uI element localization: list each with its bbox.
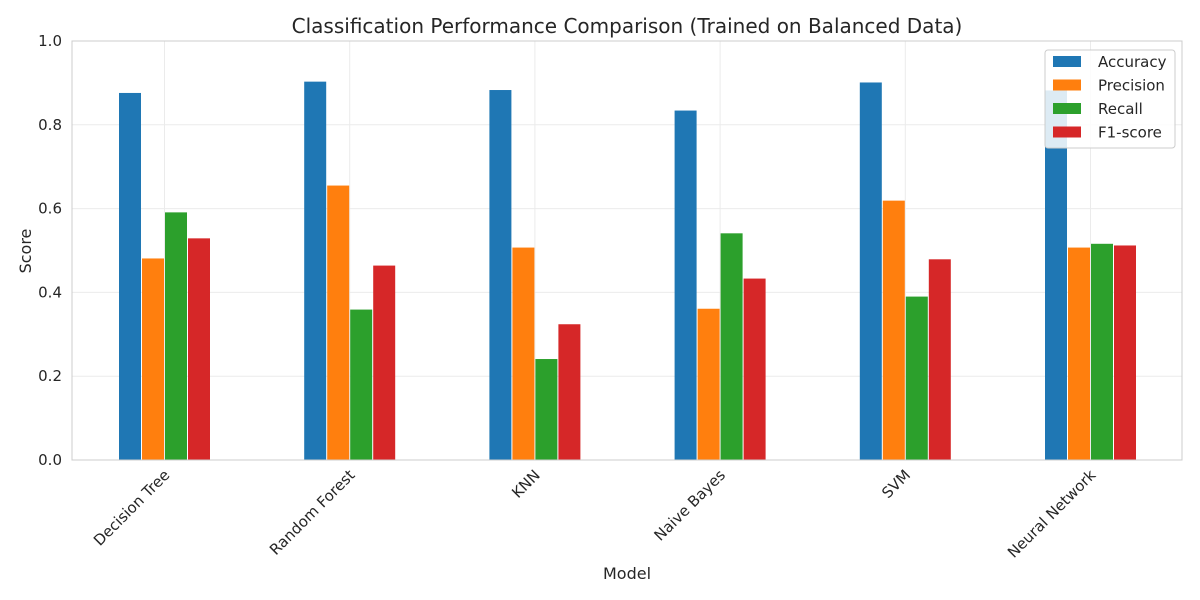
bar-f1-score-knn [558, 324, 581, 460]
y-tick-label: 0.4 [38, 283, 62, 301]
y-tick-label: 0.0 [38, 451, 62, 469]
bar-recall-knn [535, 359, 558, 460]
x-tick-label: Neural Network [1004, 466, 1100, 562]
x-tick-label: KNN [508, 466, 544, 502]
bar-f1-score-random-forest [373, 265, 396, 460]
x-tick-label: Decision Tree [90, 466, 173, 549]
bar-accuracy-decision-tree [119, 92, 141, 461]
bar-accuracy-svm [859, 82, 882, 460]
bar-precision-random-forest [327, 185, 350, 460]
bar-precision-decision-tree [142, 258, 164, 460]
bar-recall-decision-tree [165, 212, 187, 460]
bar-accuracy-knn [489, 90, 512, 460]
legend-label: Precision [1098, 77, 1165, 95]
bars [119, 81, 1136, 461]
bar-f1-score-naive-bayes [743, 278, 766, 460]
plot-frame [71, 40, 1183, 461]
legend-label: F1-score [1098, 124, 1162, 142]
bar-f1-score-svm [928, 259, 951, 460]
legend-swatch [1053, 56, 1081, 67]
bar-recall-neural-network [1091, 243, 1113, 460]
legend-label: Recall [1098, 100, 1143, 118]
bar-accuracy-random-forest [304, 81, 327, 460]
y-tick-label: 0.2 [38, 367, 62, 385]
legend-swatch [1053, 103, 1081, 114]
bar-recall-random-forest [350, 309, 373, 460]
legend-swatch [1053, 79, 1081, 91]
y-tick-label: 1.0 [38, 32, 62, 50]
bar-precision-neural-network [1068, 247, 1090, 460]
bar-accuracy-neural-network [1045, 90, 1067, 460]
legend: Accuracy Precision Recall F1-score [1044, 49, 1176, 149]
x-axis-label: Model [603, 564, 651, 583]
x-ticks: Decision Tree Random Forest KNN Naive Bayes… [90, 466, 1100, 562]
y-tick-label: 0.6 [38, 200, 62, 218]
bar-recall-svm [905, 296, 928, 460]
x-tick-label: Naive Bayes [651, 466, 730, 545]
legend-label: Accuracy [1098, 53, 1167, 71]
bar-f1-score-neural-network [1114, 245, 1136, 460]
bar-precision-knn [512, 247, 535, 460]
y-axis-label: Score [16, 229, 35, 274]
bar-recall-naive-bayes [720, 233, 743, 460]
bar-accuracy-naive-bayes [674, 110, 697, 460]
bar-f1-score-decision-tree [188, 238, 210, 460]
bar-precision-svm [882, 200, 905, 460]
x-tick-label: Random Forest [266, 466, 359, 559]
y-tick-label: 0.8 [38, 116, 62, 134]
y-ticks: 0.0 0.2 0.4 0.6 0.8 1.0 [38, 32, 62, 469]
legend-swatch [1053, 126, 1081, 138]
grid [72, 40, 1182, 461]
chart-title: Classification Performance Comparison (T… [292, 14, 963, 38]
legend-box [1044, 49, 1176, 149]
bar-precision-naive-bayes [697, 308, 720, 460]
x-tick-label: SVM [878, 466, 914, 502]
